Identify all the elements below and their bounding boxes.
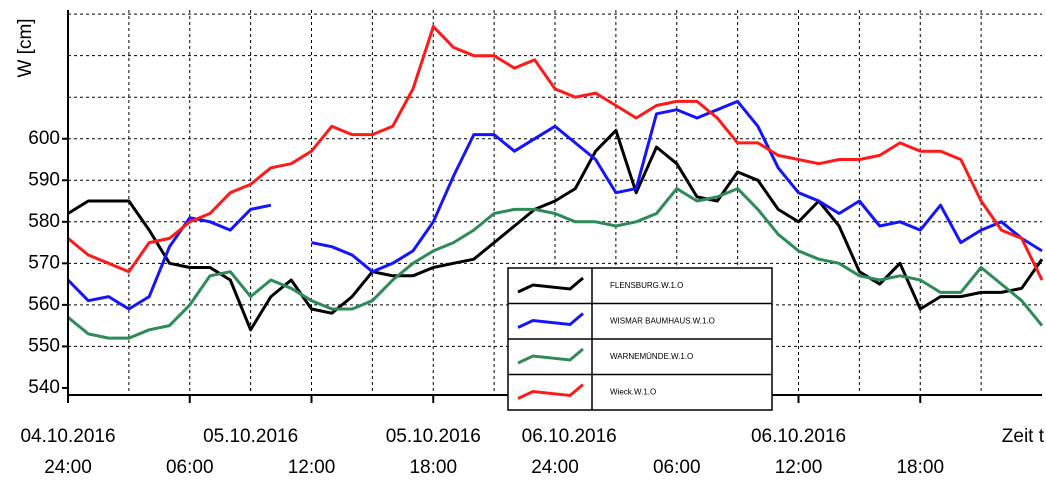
x-tick-label: 06:00 [166,457,214,478]
legend-swatch [517,312,584,329]
x-tick-label: 24:00 [531,457,579,478]
series-line [66,99,1043,311]
x-tick-label: 12:00 [775,457,823,478]
legend-swatch [517,383,584,400]
y-tick-label: 590 [28,169,60,190]
x-axis-label: Zeit t [1002,426,1045,447]
series-line [67,187,1044,340]
legend-label: FLENSBURG.W.1.O [610,281,683,290]
date-label: 06.10.2016 [751,426,846,447]
date-label: 05.10.2016 [203,426,298,447]
y-tick-label: 560 [28,294,60,315]
date-label: 05.10.2016 [386,426,481,447]
lines [66,25,1044,340]
legend-label: Wieck.W.1.O [610,387,656,396]
series-line [67,25,1044,281]
x-tick-label: 12:00 [288,457,336,478]
x-tick-label: 18:00 [409,457,457,478]
x-tick-label: 24:00 [44,457,92,478]
series-line [67,128,1044,332]
y-axis-label: W [cm] [15,18,36,77]
legend-swatch [517,347,584,365]
x-tick-label: 06:00 [653,457,701,478]
y-tick-label: 600 [28,128,60,149]
legend-label: WISMAR BAUMHAUS.W.1.O [610,316,715,325]
legend-label: WARNEMÜNDE.W.1.O [610,352,693,361]
y-tick-label: 580 [28,211,60,232]
legend-swatch [517,276,584,294]
date-label: 06.10.2016 [522,426,617,447]
x-tick-label: 18:00 [896,457,944,478]
y-tick-label: 540 [28,377,60,398]
axes: 540 550 560 570 580 590 600 24:00 06:00 12:00 18:0… [20,10,1042,478]
y-tick-label: 550 [28,335,60,356]
legend: FLENSBURG.W.1.O WISMAR BAUMHAUS.W.1.O WARN… [507,267,773,411]
date-label: 04.10.2016 [20,426,115,447]
y-tick-label: 570 [28,252,60,273]
